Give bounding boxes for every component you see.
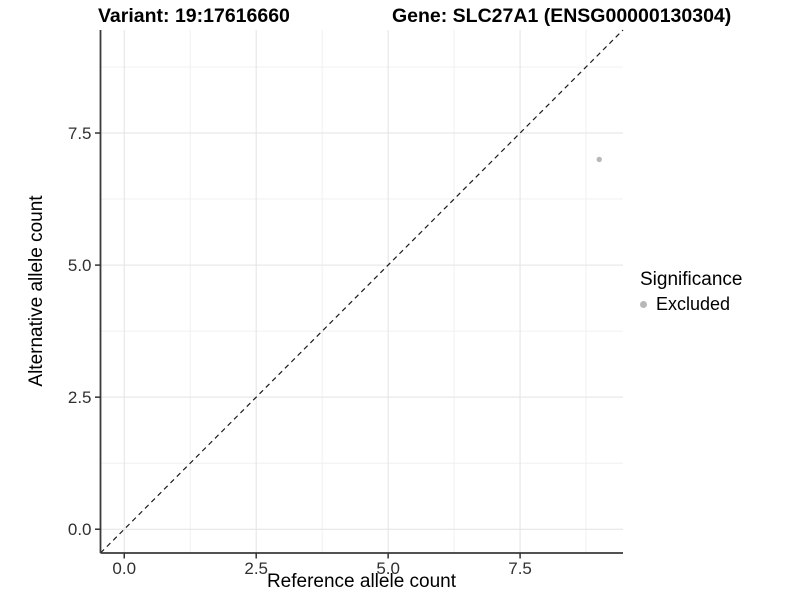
- svg-text:0.0: 0.0: [68, 520, 92, 539]
- svg-text:5.0: 5.0: [68, 256, 92, 275]
- axis-ticks: [95, 132, 521, 559]
- svg-text:0.0: 0.0: [112, 559, 136, 578]
- svg-text:7.5: 7.5: [68, 124, 92, 143]
- legend-point-icon: [640, 300, 647, 308]
- legend: Significance Excluded: [640, 269, 742, 315]
- legend-item-excluded: Excluded: [640, 294, 742, 315]
- identity-reference-line: [100, 29, 624, 554]
- legend-title: Significance: [640, 269, 743, 290]
- data-point: [596, 156, 602, 163]
- data-points: [596, 156, 602, 163]
- y-tick-labels: 0.0 2.5 5.0 7.5: [68, 124, 92, 539]
- gridlines-minor: [100, 30, 623, 553]
- legend-item-label: Excluded: [656, 293, 731, 314]
- plot-title-variant: Variant: 19:17616660: [98, 5, 290, 27]
- y-axis-title: Alternative allele count: [26, 195, 47, 387]
- axis-lines: [99, 30, 623, 554]
- svg-text:2.5: 2.5: [68, 388, 92, 407]
- svg-text:7.5: 7.5: [508, 559, 532, 578]
- plot-title-gene: Gene: SLC27A1 (ENSG00000130304): [392, 5, 732, 27]
- gridlines-major: [100, 30, 623, 553]
- x-axis-title: Reference allele count: [266, 571, 457, 592]
- svg-text:2.5: 2.5: [244, 559, 268, 578]
- x-tick-labels: 0.0 2.5 5.0 7.5: [112, 559, 531, 578]
- svg-text:5.0: 5.0: [376, 559, 400, 578]
